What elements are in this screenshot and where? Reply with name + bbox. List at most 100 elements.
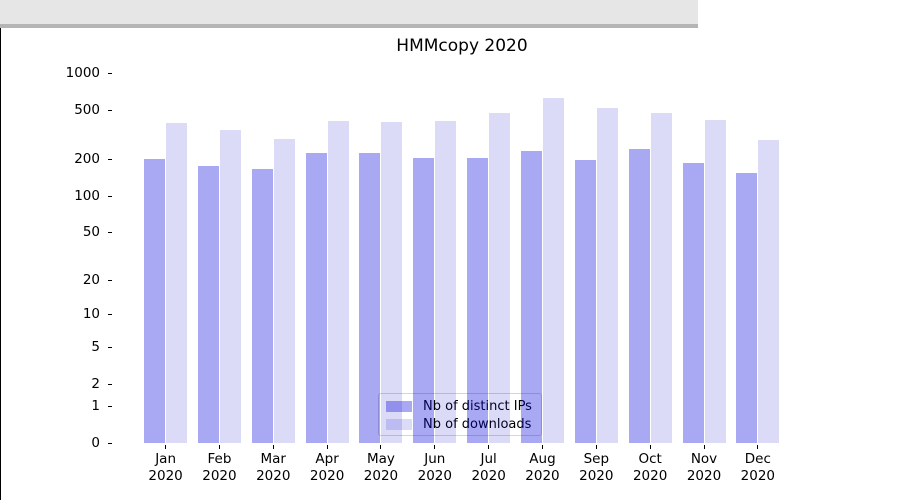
x-tick-year: 2020 [309,467,345,484]
x-tick-mark [218,444,220,449]
gridline-minor [0,7,698,8]
y-tick-label: 500 [74,101,100,118]
gridline-minor [0,5,698,6]
x-tick-label: Aug 2020 [515,451,569,485]
bar-distinct-ips [628,149,650,444]
gridline-minor [0,22,698,23]
gridline-minor [0,14,698,15]
x-tick-label: Apr 2020 [300,451,354,485]
x-tick-mark [165,444,167,449]
bar-distinct-ips [736,172,758,444]
legend-row: Nb of distinct IPs [386,398,533,416]
gridline-minor [0,2,698,3]
gridline-minor [0,16,698,17]
x-tick-mark [326,444,328,449]
gridline-minor [0,20,698,21]
bar-distinct-ips [467,158,489,444]
gridline-major [0,27,698,28]
legend-swatch [386,401,412,412]
bar-downloads [650,113,672,444]
x-tick-label: Jan 2020 [139,451,193,485]
x-tick-month: Jul [480,450,497,467]
bar-downloads [704,120,726,444]
x-tick-month: Dec [744,450,771,467]
x-tick-year: 2020 [256,467,291,484]
gridline-minor [0,0,698,1]
x-tick-label: Jun 2020 [408,451,462,485]
chart-title: HMMcopy 2020 [396,36,528,56]
x-tick-label: Mar 2020 [246,451,300,485]
gridline-minor [0,11,698,12]
bar-downloads [542,98,564,444]
y-tick-mark [108,279,112,281]
gridline-minor [0,4,698,5]
bar-distinct-ips [305,152,327,444]
gridline-minor [0,3,698,4]
y-tick-mark [108,405,112,407]
x-tick-mark [541,444,543,449]
x-tick-label: Feb 2020 [192,451,246,485]
bar-distinct-ips [251,169,273,444]
gridline-major [0,26,698,27]
y-tick-mark [108,72,112,74]
spine-right [0,413,1,500]
bar-distinct-ips [359,153,381,444]
x-tick-mark [488,444,490,449]
y-tick-mark [108,443,112,444]
x-tick-mark [649,444,651,449]
x-tick-year: 2020 [525,467,560,484]
y-tick-mark [108,109,112,111]
bar-downloads [596,107,618,444]
y-tick-label: 1000 [65,64,100,81]
gridline-minor [0,15,698,16]
x-tick-label: Sep 2020 [569,451,623,485]
x-tick-month: Jun [424,450,446,467]
x-tick-mark [595,444,597,449]
legend: Nb of distinct IPs Nb of downloads [378,392,542,436]
x-tick-year: 2020 [686,467,722,484]
x-tick-month: Nov [690,450,718,467]
x-tick-year: 2020 [148,467,183,484]
y-tick-label: 0 [91,435,100,451]
gridline-minor [0,8,698,9]
y-tick-label: 5 [91,338,100,355]
y-tick-label: 10 [82,306,100,323]
bar-downloads [273,139,295,444]
gridline-minor [0,18,698,19]
x-tick-month: Jan [155,450,176,467]
y-tick-mark [108,158,112,160]
y-tick-mark [108,232,112,234]
y-tick-mark [108,346,112,348]
x-tick-year: 2020 [579,467,614,484]
gridline-minor [0,19,698,20]
x-tick-year: 2020 [417,467,452,484]
x-tick-year: 2020 [740,467,775,484]
x-tick-month: Oct [638,450,662,467]
bar-distinct-ips [413,158,435,444]
x-tick-label: Nov 2020 [677,451,731,485]
x-tick-mark [434,444,436,449]
gridline-minor [0,17,698,18]
bar-downloads [219,130,241,444]
bar-downloads [489,113,511,444]
gridline-major [0,24,698,25]
x-tick-label: Jul 2020 [462,451,516,485]
y-tick-label: 50 [82,224,100,241]
x-tick-year: 2020 [471,467,506,484]
x-tick-year: 2020 [632,467,668,484]
legend-row: Nb of downloads [386,416,533,434]
bar-downloads [758,140,780,444]
gridline-minor [0,9,698,10]
x-tick-month: Aug [529,450,556,467]
spine-left [0,28,1,413]
x-tick-year: 2020 [363,467,399,484]
y-tick-label: 200 [74,150,100,167]
gridline-minor [0,13,698,14]
y-tick-label: 1 [91,397,100,414]
bar-distinct-ips [197,166,219,444]
x-tick-month: Apr [315,450,339,467]
legend-label: Nb of downloads [423,417,532,432]
gridline-minor [0,23,698,24]
legend-swatch [386,419,412,430]
